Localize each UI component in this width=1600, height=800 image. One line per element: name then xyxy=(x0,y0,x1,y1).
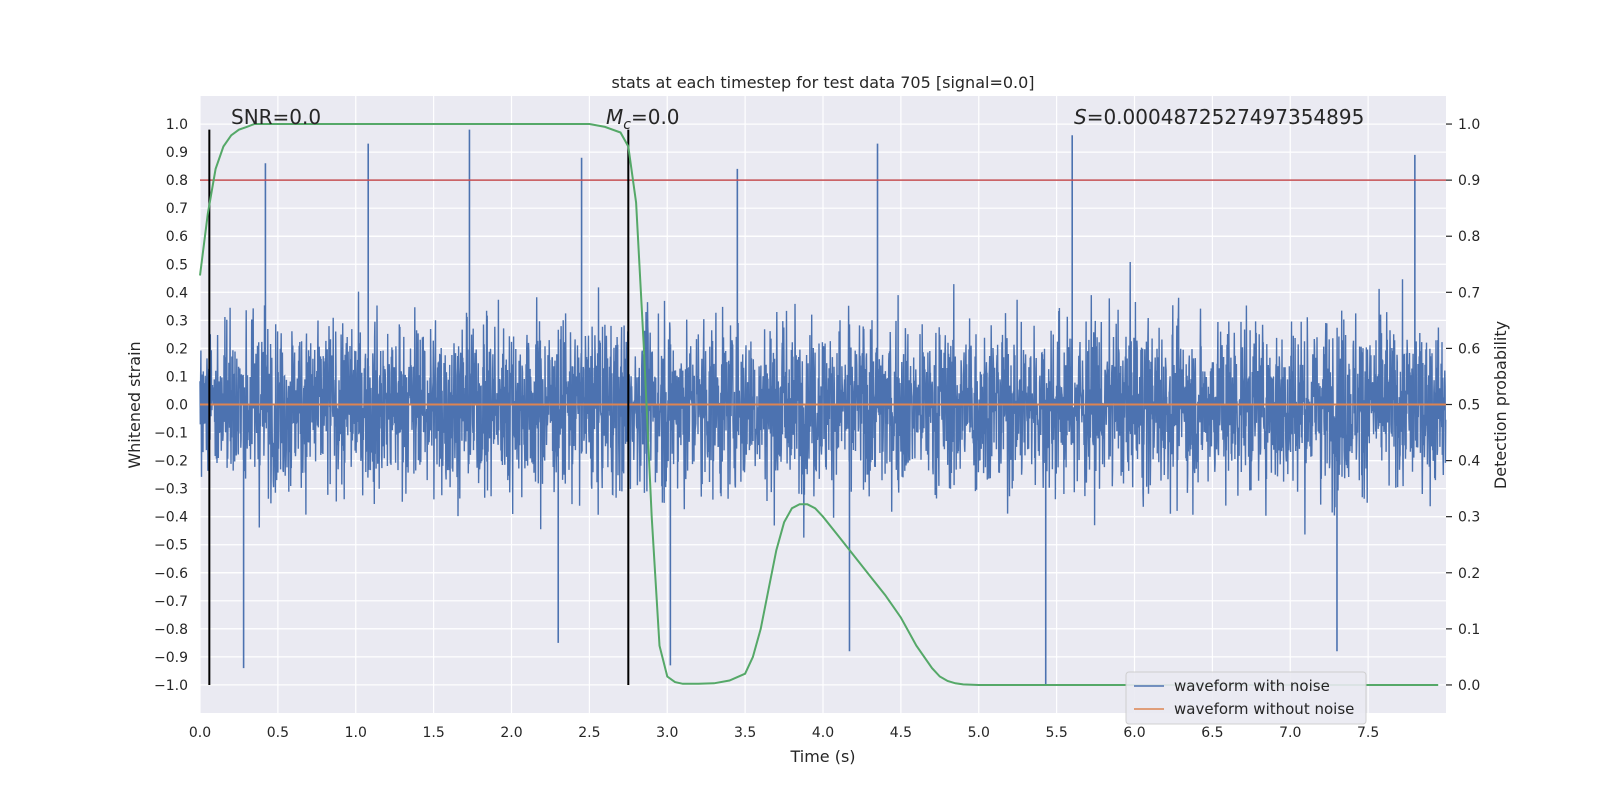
chirp-mass-annotation: Mc=0.0 xyxy=(606,105,680,133)
y-left-tick-label: −0.9 xyxy=(154,650,188,666)
y-right-tick-label: 0.9 xyxy=(1458,173,1480,189)
snr-annotation: SNR=0.0 xyxy=(231,105,321,129)
legend-label-clean: waveform without noise xyxy=(1174,700,1354,718)
y-right-tick-label: 0.7 xyxy=(1458,285,1480,301)
legend: waveform with noise waveform without noi… xyxy=(1125,671,1367,725)
x-tick-label: 7.0 xyxy=(1279,725,1301,741)
y-right-tick-label: 0.0 xyxy=(1458,678,1480,694)
waveform-with-noise-series xyxy=(199,129,1447,685)
legend-box xyxy=(1125,671,1367,725)
x-axis-ticks: 0.0 0.5 1.0 1.5 2.0 2.5 3.0 3.5 4.0 4.5 5.0 5.5 6.0 6… xyxy=(189,725,1379,741)
s-symbol: S xyxy=(1074,105,1087,129)
y-left-tick-label: −0.1 xyxy=(154,426,188,442)
y-left-tick-label: 1.0 xyxy=(166,117,188,133)
y-right-tick-label: 0.3 xyxy=(1458,510,1480,526)
x-tick-label: 5.0 xyxy=(968,725,990,741)
x-tick-label: 0.0 xyxy=(189,725,211,741)
x-tick-label: 2.0 xyxy=(500,725,522,741)
x-tick-label: 0.5 xyxy=(267,725,289,741)
y-left-tick-label: −0.6 xyxy=(154,566,188,582)
y-left-tick-label: 0.4 xyxy=(166,285,188,301)
y-left-tick-label: −1.0 xyxy=(154,678,188,694)
x-tick-label: 1.5 xyxy=(422,725,444,741)
s-value: =0.0004872527497354895 xyxy=(1087,105,1365,129)
x-tick-label: 7.5 xyxy=(1357,725,1379,741)
legend-label-noise: waveform with noise xyxy=(1174,677,1330,695)
y-right-tick-label: 0.2 xyxy=(1458,566,1480,582)
y-left-tick-label: −0.8 xyxy=(154,622,188,638)
noise-trace xyxy=(199,261,1447,538)
y-right-tick-label: 0.8 xyxy=(1458,229,1480,245)
chart-title: stats at each timestep for test data 705… xyxy=(611,73,1034,92)
y-axis-right-label: Detection probability xyxy=(1491,321,1510,489)
x-tick-label: 5.5 xyxy=(1045,725,1067,741)
x-tick-label: 4.0 xyxy=(812,725,834,741)
y-left-tick-label: −0.3 xyxy=(154,482,188,498)
y-left-tick-label: 0.7 xyxy=(166,201,188,217)
y-left-tick-label: 0.0 xyxy=(166,398,188,414)
y-left-tick-label: −0.4 xyxy=(154,510,188,526)
y-right-tick-label: 0.5 xyxy=(1458,398,1480,414)
x-tick-label: 2.5 xyxy=(578,725,600,741)
marker-vlines xyxy=(208,129,630,685)
x-tick-label: 6.0 xyxy=(1123,725,1145,741)
y-left-tick-label: 0.1 xyxy=(166,369,188,385)
y-left-tick-label: −0.5 xyxy=(154,538,188,554)
detection-probability-series xyxy=(199,123,1439,686)
y-left-tick-label: 0.3 xyxy=(166,313,188,329)
y-left-tick-label: 0.2 xyxy=(166,341,188,357)
y-left-tick-label: −0.7 xyxy=(154,594,188,610)
x-tick-label: 3.0 xyxy=(656,725,678,741)
chirp-mass-subscript: c xyxy=(623,117,631,133)
probability-trace xyxy=(199,123,1439,686)
y-left-tick-label: 0.5 xyxy=(166,257,188,273)
x-tick-label: 6.5 xyxy=(1201,725,1223,741)
y-left-axis-ticks: −1.0 −0.9 −0.8 −0.7 −0.6 −0.5 −0.4 −0.3 −0.2 −0.1… xyxy=(154,117,188,694)
y-right-tick-label: 0.6 xyxy=(1458,341,1480,357)
s-annotation: S=0.0004872527497354895 xyxy=(1074,105,1364,129)
y-left-tick-label: −0.2 xyxy=(154,454,188,470)
y-left-tick-label: 0.8 xyxy=(166,173,188,189)
y-axis-left-label: Whitened strain xyxy=(125,341,144,468)
x-tick-label: 3.5 xyxy=(734,725,756,741)
y-left-tick-label: 0.9 xyxy=(166,145,188,161)
x-tick-label: 1.0 xyxy=(345,725,367,741)
chirp-mass-value: =0.0 xyxy=(631,105,680,129)
chirp-mass-symbol: M xyxy=(606,105,623,129)
x-tick-label: 4.5 xyxy=(890,725,912,741)
y-right-tick-label: 1.0 xyxy=(1458,117,1480,133)
y-right-tick-label: 0.4 xyxy=(1458,454,1480,470)
y-left-tick-label: 0.6 xyxy=(166,229,188,245)
y-right-tick-label: 0.1 xyxy=(1458,622,1480,638)
x-axis-label: Time (s) xyxy=(789,747,855,766)
y-right-axis-ticks: 0.0 0.1 0.2 0.3 0.4 0.5 0.6 0.7 0.8 0.9 1.0 xyxy=(1446,117,1480,694)
